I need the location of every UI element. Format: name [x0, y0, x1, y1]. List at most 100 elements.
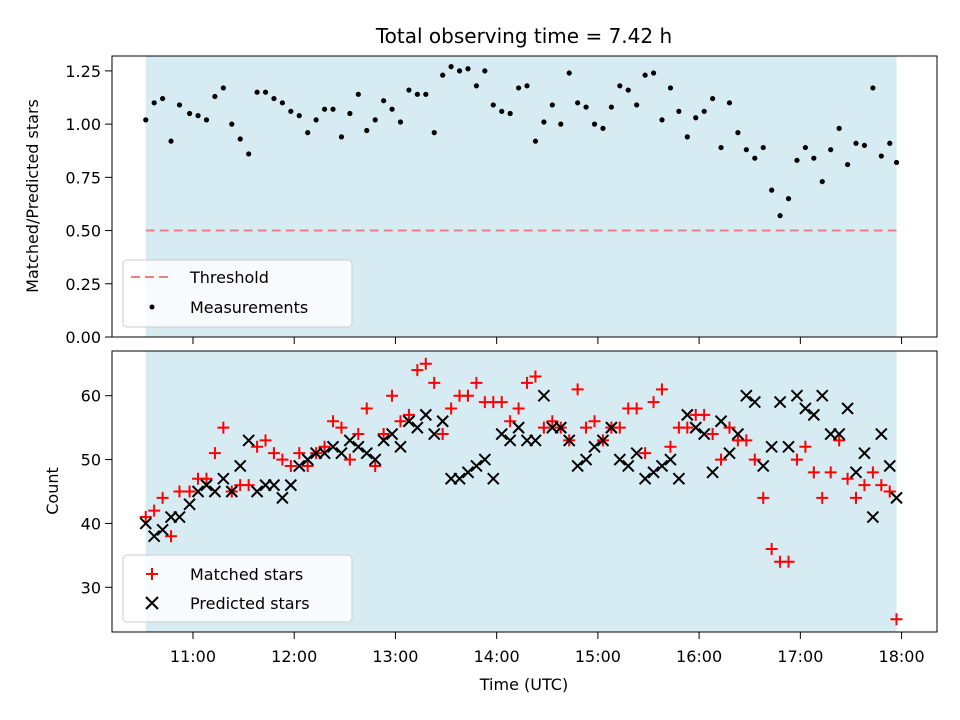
matched-star-marker [816, 491, 829, 504]
y-tick-label: 60 [81, 387, 101, 406]
matched-star-marker [369, 459, 382, 472]
measurement-point [288, 108, 294, 114]
predicted-star-marker [478, 453, 492, 466]
predicted-star-marker [731, 427, 745, 441]
matched-star-marker [757, 491, 770, 504]
matched-star-marker [461, 389, 474, 402]
measurement-point [583, 104, 589, 110]
predicted-star-marker [748, 395, 761, 409]
predicted-star-marker [360, 446, 373, 460]
measurement-point [676, 108, 682, 114]
y-tick-label: 30 [81, 578, 101, 597]
measurement-point [642, 72, 648, 78]
measurement-point [229, 121, 235, 127]
measurement-point [752, 155, 758, 161]
measurement-point [246, 151, 252, 157]
matched-star-marker [546, 415, 559, 428]
predicted-star-marker [470, 459, 483, 473]
measurement-point [448, 64, 454, 70]
matched-star-marker [411, 364, 424, 377]
measurement-point [785, 196, 792, 202]
matched-star-marker [723, 421, 736, 434]
predicted-star-marker [832, 427, 846, 441]
predicted-star-marker [790, 389, 804, 402]
matched-star-marker [890, 613, 903, 626]
measurement-point [431, 130, 437, 136]
matched-star-marker [495, 396, 508, 409]
measurement-point [777, 213, 783, 219]
predicted-star-marker [276, 491, 289, 505]
x-axis-label: Time (UTC) [479, 675, 568, 694]
matched-star-marker [173, 485, 186, 498]
measurement-point [168, 138, 174, 144]
measurement-point [262, 89, 269, 95]
measurement-point [861, 142, 868, 149]
measurement-point [490, 102, 496, 108]
predicted-star-marker [411, 421, 424, 434]
measurement-point [853, 140, 859, 146]
matched-star-marker [841, 472, 854, 485]
matched-star-marker [242, 479, 255, 492]
matched-star-marker [327, 415, 340, 428]
matched-star-marker [748, 453, 761, 466]
matched-star-marker [183, 485, 196, 498]
measurement-point [844, 161, 851, 168]
predicted-star-marker [512, 421, 525, 434]
y-tick-label: 0.25 [65, 275, 101, 294]
measurement-point [634, 102, 640, 108]
ratio-y-ticks: 0.00 0.25 0.50 0.75 1.00 1.25 [65, 62, 112, 347]
measurement-point [143, 117, 149, 123]
measurement-point [254, 89, 260, 95]
predicted-star-marker [242, 434, 255, 447]
matched-star-marker [470, 376, 483, 389]
matched-star-marker [360, 402, 373, 415]
count-y-axis-label: Count [43, 467, 62, 515]
predicted-star-marker [655, 459, 669, 473]
x-tick-label: 14:00 [474, 647, 520, 666]
x-tick-label: 18:00 [879, 647, 925, 666]
measurement-point [828, 147, 834, 153]
predicted-star-marker [890, 491, 903, 505]
measurement-point [667, 85, 674, 91]
matched-star-marker [267, 447, 280, 460]
measurement-point [330, 106, 336, 112]
predicted-star-marker [301, 453, 314, 466]
measurement-point [760, 144, 766, 151]
measurement-point [456, 68, 463, 74]
predicted-star-marker [293, 459, 306, 473]
predicted-star-marker [588, 440, 601, 454]
measurement-point [794, 157, 800, 163]
predicted-star-marker [394, 440, 407, 454]
matched-star-marker [276, 453, 289, 466]
figure-title: Total observing time = 7.42 h [375, 24, 672, 48]
predicted-star-marker [385, 427, 399, 441]
matched-star-marker [824, 466, 837, 479]
matched-star-marker [428, 376, 441, 389]
ratio-legend: Threshold Measurements [122, 259, 353, 328]
legend-matched-swatch [146, 568, 158, 580]
matched-star-marker [529, 370, 542, 383]
predicted-star-marker [681, 408, 694, 422]
measurement-point [575, 100, 581, 106]
measurement-point [524, 83, 530, 89]
matched-star-marker [343, 453, 356, 466]
matched-star-marker [850, 491, 863, 504]
x-tick-label: 16:00 [676, 647, 722, 666]
measurement-point [549, 102, 555, 108]
matched-star-marker [883, 485, 896, 498]
measurement-point [482, 68, 488, 74]
predicted-star-marker [139, 517, 152, 530]
measurement-point [726, 100, 733, 106]
matched-star-marker [639, 447, 652, 460]
measurement-point [414, 91, 420, 97]
count-legend-box [122, 554, 353, 623]
matched-star-marker [807, 466, 820, 479]
matched-star-marker [571, 383, 584, 396]
y-tick-label: 1.25 [65, 62, 101, 81]
measurement-point [743, 147, 749, 153]
matched-star-marker [293, 447, 306, 460]
count-legend: Matched stars Predicted stars [122, 554, 353, 623]
predicted-star-marker [664, 453, 677, 466]
ratio-axes-frame [111, 55, 938, 338]
predicted-star-marker [436, 415, 449, 428]
